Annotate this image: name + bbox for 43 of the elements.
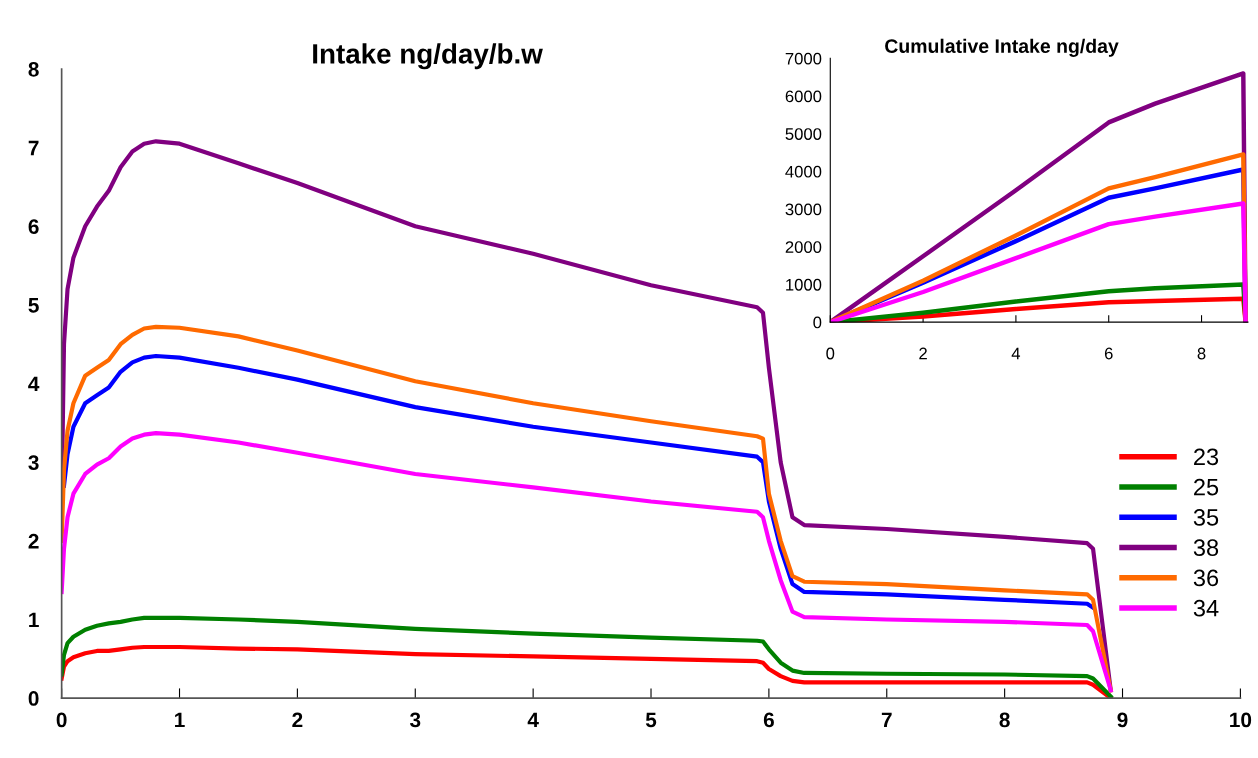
line-series	[61, 431, 1113, 693]
legend-label: 36	[1193, 569, 1219, 587]
y-tick-label: 2000	[785, 241, 822, 253]
y-tick-label: 5	[28, 298, 39, 313]
x-tick-label: 0	[56, 712, 67, 728]
y-tick-label: 0	[28, 691, 39, 706]
y-tick-label: 3	[28, 455, 39, 470]
x-tick-label: 3	[409, 712, 421, 728]
y-tick-label: 5000	[785, 128, 822, 140]
legend-label: 38	[1193, 539, 1219, 557]
x-tick-label: 4	[1011, 347, 1021, 360]
x-tick-label: 2	[919, 347, 927, 360]
y-tick-label: 2	[28, 533, 39, 549]
legend-label: 34	[1193, 599, 1219, 617]
y-tick-label: 7000	[785, 52, 822, 65]
x-tick-label: 10	[1230, 712, 1252, 728]
line-series	[61, 615, 1113, 699]
x-tick-label: 5	[645, 712, 657, 728]
legend-label: 35	[1193, 509, 1219, 526]
y-tick-label: 1000	[786, 278, 822, 291]
x-tick-label: 6	[1104, 347, 1113, 360]
chart-title: Intake ng/day/b.w	[313, 43, 543, 70]
chart-title: Cumulative Intake ng/day	[885, 38, 1119, 57]
y-tick-label: 7	[28, 140, 39, 156]
x-tick-label: 0	[826, 347, 835, 360]
y-tick-label: 6000	[785, 90, 822, 103]
x-tick-label: 4	[527, 712, 539, 728]
y-tick-label: 8	[28, 61, 39, 77]
y-tick-label: 3000	[785, 203, 822, 216]
y-tick-label: 6	[28, 219, 39, 235]
x-tick-label: 7	[881, 712, 892, 728]
x-tick-label: 8	[1197, 347, 1206, 360]
y-tick-label: 0	[813, 316, 822, 329]
y-tick-label: 4000	[785, 165, 822, 178]
x-tick-label: 6	[763, 712, 774, 728]
legend-label: 23	[1194, 448, 1219, 466]
x-tick-label: 2	[292, 712, 303, 728]
x-tick-label: 1	[175, 712, 185, 728]
y-tick-label: 4	[28, 376, 40, 392]
x-tick-label: 8	[999, 712, 1010, 728]
y-tick-label: 1	[29, 612, 39, 628]
x-tick-label: 9	[1117, 712, 1128, 728]
legend-label: 25	[1194, 478, 1219, 496]
